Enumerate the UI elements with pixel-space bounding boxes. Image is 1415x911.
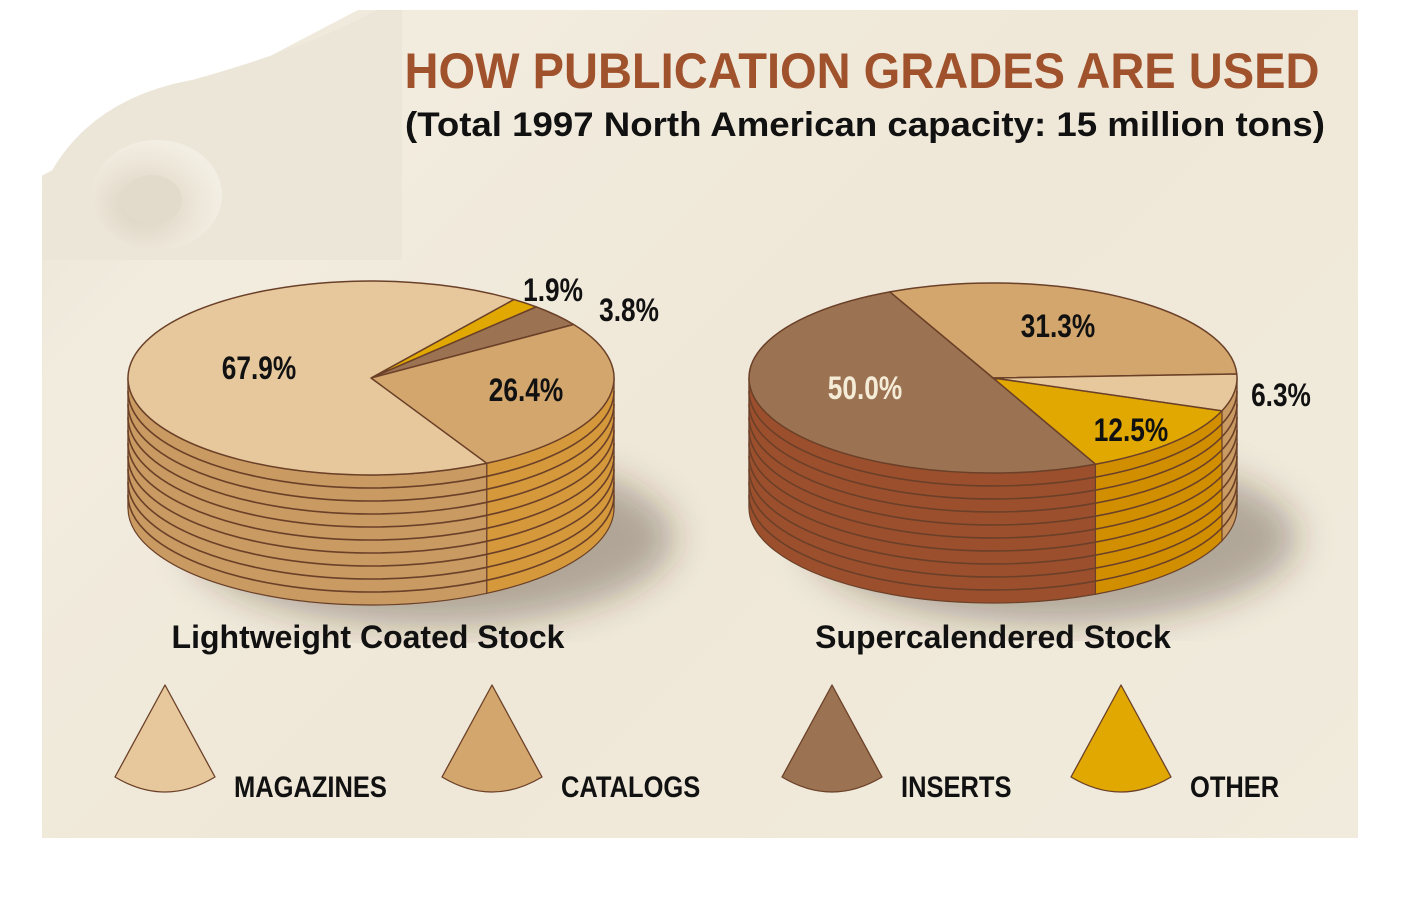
stack-layer-line (748, 468, 1238, 565)
stack-layer-line (127, 390, 615, 489)
pie-1: 31.3% 6.3% 12.5% 50.0% (748, 282, 1311, 624)
pie-slice-inserts (748, 291, 1097, 474)
stack-layer-line (748, 429, 1238, 526)
page-curl-decoration (42, 10, 402, 260)
legend-item-magazines: MAGAZINES (114, 684, 387, 803)
legend-label: CATALOGS (561, 770, 700, 803)
stack-layer-line (748, 403, 1238, 500)
stack-layer-line (127, 468, 615, 567)
stack-layer-line (748, 494, 1238, 591)
pie-slice-magazines (127, 280, 515, 476)
stack-layer-line (748, 416, 1238, 513)
stack-layer-line (127, 403, 615, 502)
stack-layer-line (748, 390, 1238, 487)
stack-layer-line (127, 429, 615, 528)
legend-item-catalogs: CATALOGS (441, 684, 700, 803)
data-label-inserts: 50.0% (828, 372, 902, 407)
data-label-inserts: 3.8% (599, 294, 659, 329)
stack-layer-line (127, 494, 615, 593)
data-label-other: 1.9% (523, 274, 583, 309)
stack-layer-line (748, 455, 1238, 552)
pie-label-supercalendered: Supercalendered Stock (815, 619, 1171, 655)
legend: MAGAZINES CATALOGS INSERTS OTHER (114, 684, 1279, 803)
stack-layer-line (748, 481, 1238, 578)
data-label-catalogs: 26.4% (489, 374, 563, 409)
pie-0: 1.9% 3.8% 26.4% 67.9% (127, 274, 674, 626)
stack-layer-line (127, 481, 615, 580)
legend-item-inserts: INSERTS (781, 684, 1011, 803)
pie-side-edge (748, 378, 1238, 508)
legend-label: OTHER (1190, 770, 1279, 803)
data-label-magazines: 6.3% (1251, 379, 1311, 414)
pie-slice-catalogs (889, 282, 1238, 379)
legend-swatch-cone-icon (441, 684, 543, 793)
pie-label-lightweight-coated: Lightweight Coated Stock (172, 619, 565, 655)
data-label-other: 12.5% (1094, 414, 1168, 449)
legend-swatch-cone-icon (781, 684, 883, 793)
chart-subtitle: (Total 1997 North American capacity: 15 … (405, 106, 1325, 144)
data-label-catalogs: 31.3% (1021, 310, 1095, 345)
pie-slice-catalogs (370, 323, 615, 465)
pie-side-edge (127, 378, 615, 508)
stack-layer-line (127, 455, 615, 554)
legend-label: MAGAZINES (234, 770, 387, 803)
legend-swatch-cone-icon (1070, 684, 1172, 793)
pie-slice-other (992, 377, 1223, 465)
stack-layer-line (127, 442, 615, 541)
data-label-magazines: 67.9% (222, 352, 296, 387)
stack-layer-line (127, 416, 615, 515)
stack-layer-line (748, 442, 1238, 539)
legend-swatch-cone-icon (114, 684, 216, 793)
legend-label: INSERTS (901, 770, 1011, 803)
legend-item-other: OTHER (1070, 684, 1279, 803)
chart-title: HOW PUBLICATION GRADES ARE USED (405, 43, 1320, 99)
